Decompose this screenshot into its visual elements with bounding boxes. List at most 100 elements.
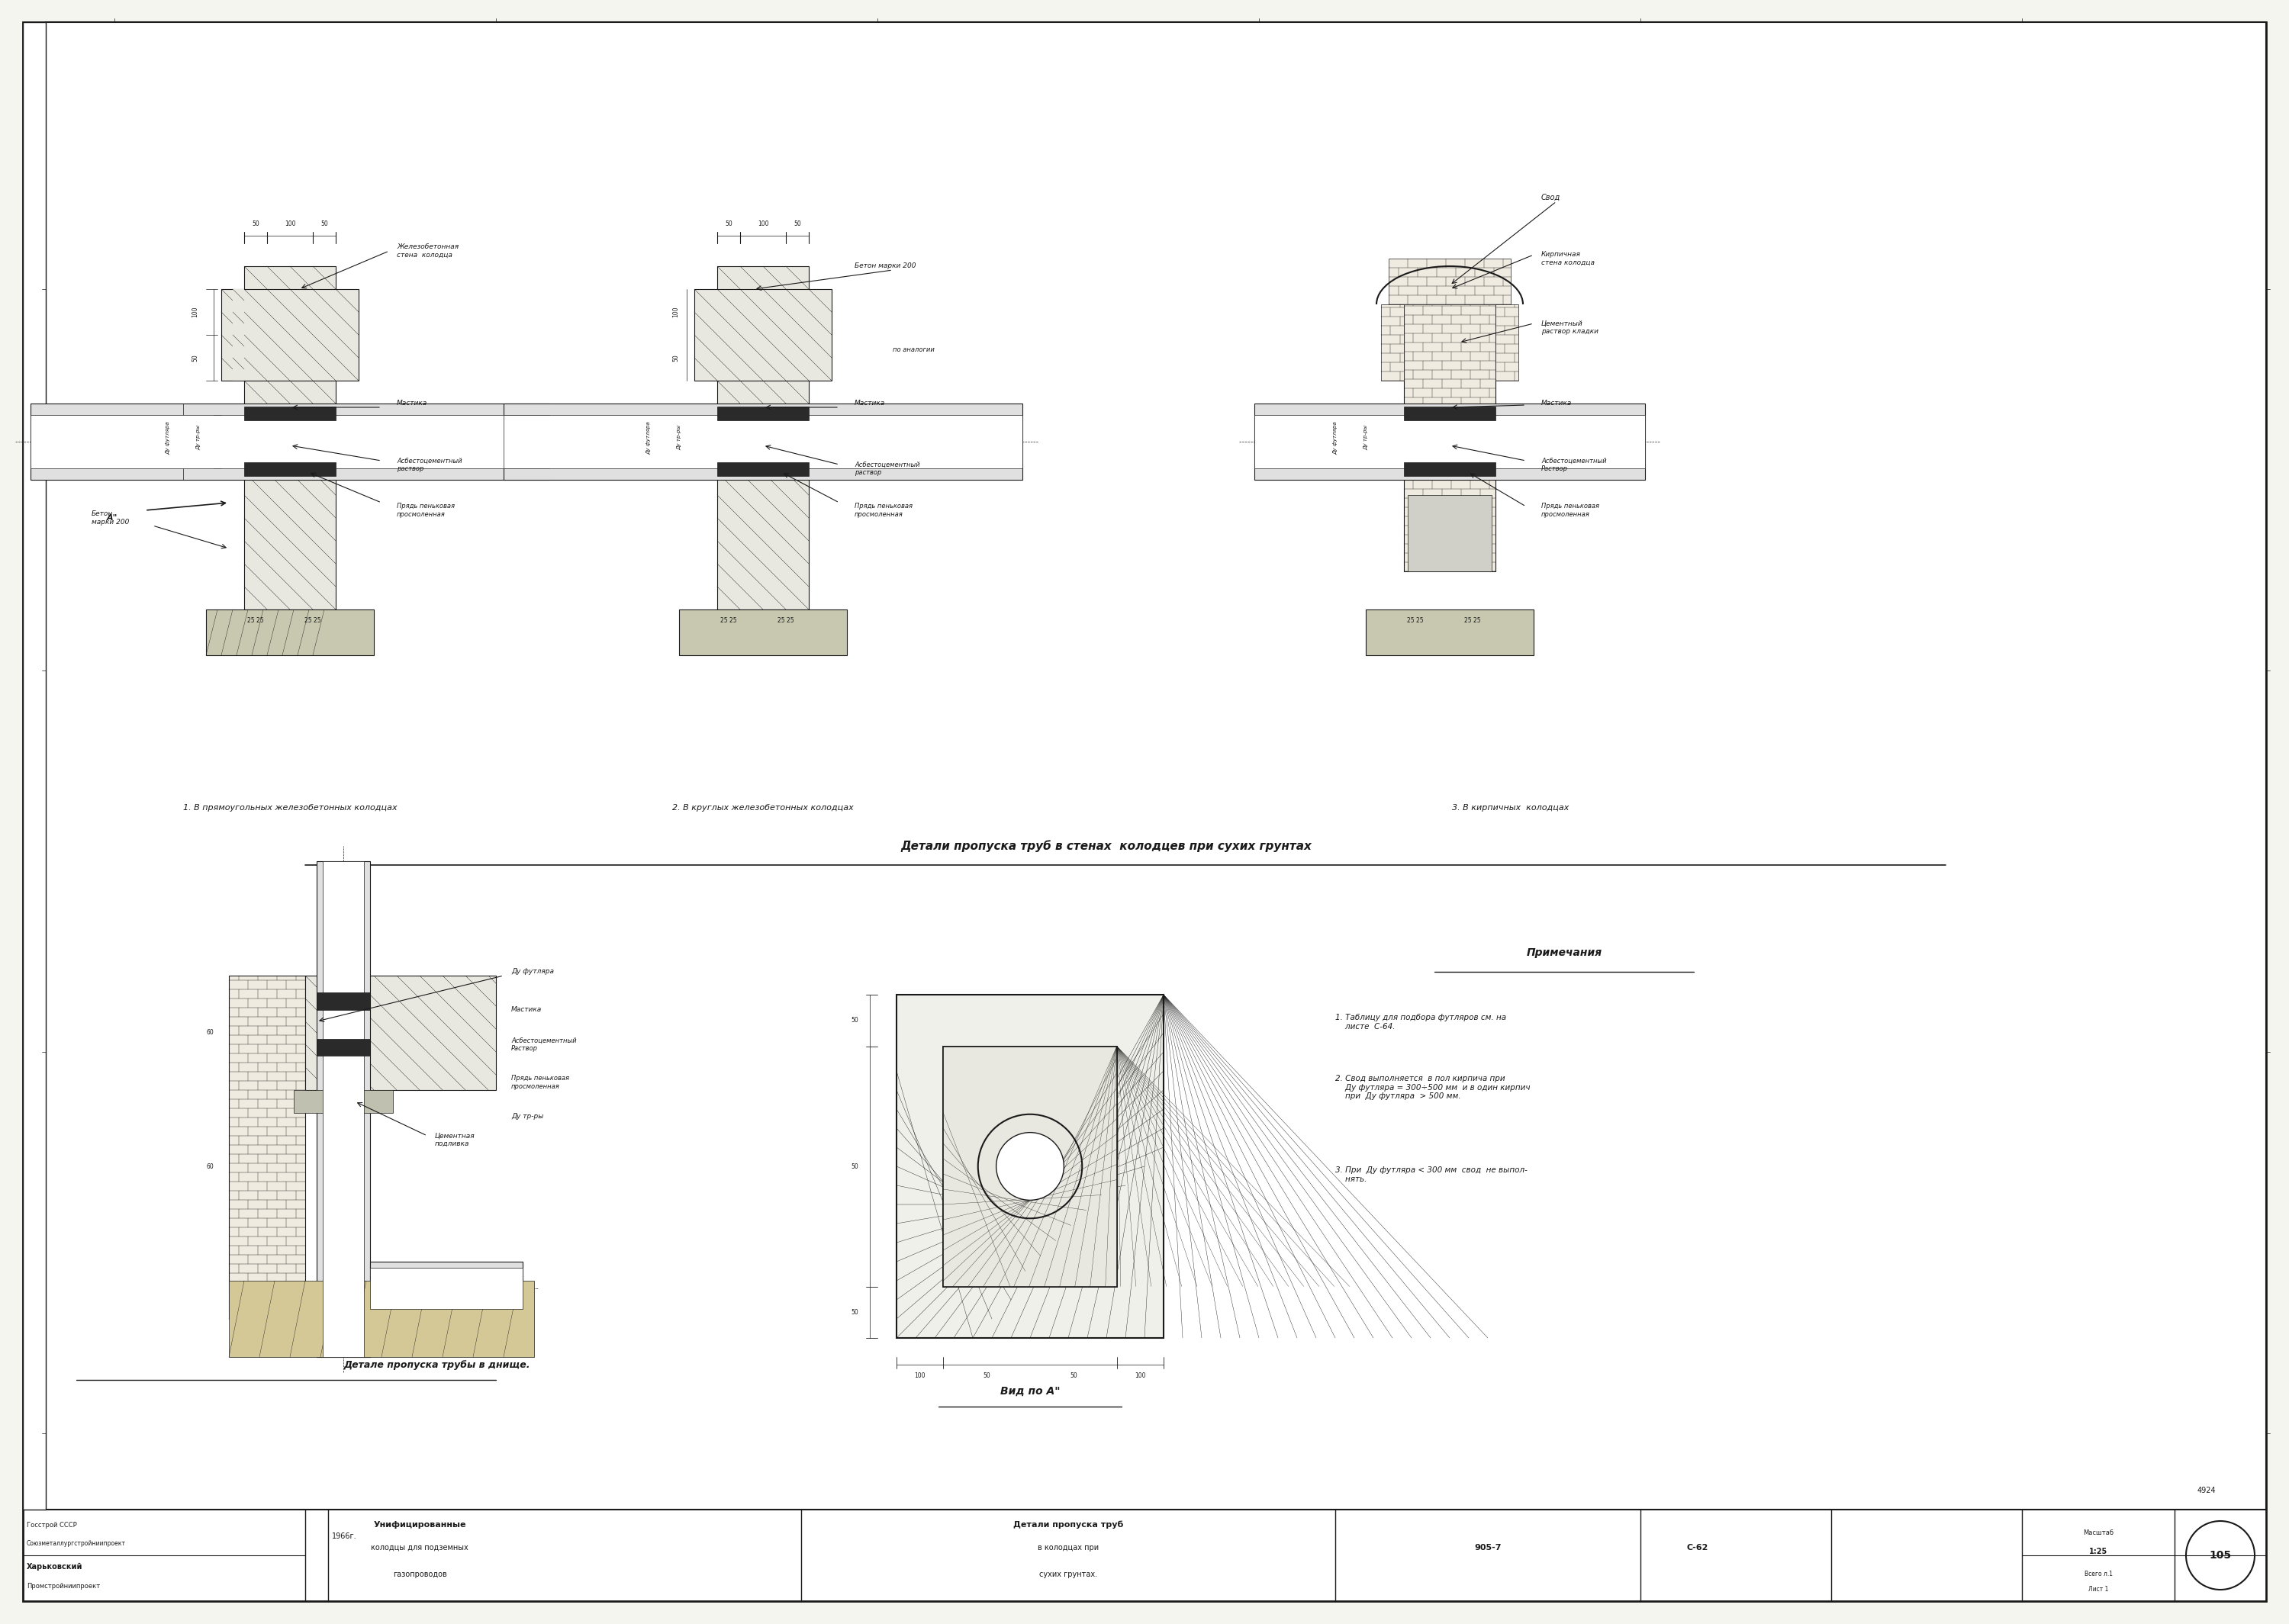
Text: 905-7: 905-7	[1474, 1544, 1502, 1551]
Text: 50: 50	[1069, 1372, 1078, 1379]
Text: 25 25: 25 25	[1465, 617, 1481, 624]
Bar	[323, 861, 364, 1358]
Text: Мастика: Мастика	[1540, 400, 1573, 408]
Bar	[1403, 266, 1495, 572]
Text: Примечания: Примечания	[1527, 947, 1602, 958]
Bar	[23, 23, 46, 1510]
Bar	[1403, 463, 1495, 476]
Text: Асбестоцементный
раствор: Асбестоцементный раствор	[854, 461, 920, 476]
Text: 1. Таблицу для подбора футляров см. на
    листе  С-64.: 1. Таблицу для подбора футляров см. на л…	[1334, 1013, 1506, 1030]
Text: Союзметаллургстройниипроект: Союзметаллургстройниипроект	[27, 1541, 126, 1548]
Circle shape	[996, 1132, 1064, 1200]
Text: 60: 60	[206, 1163, 213, 1169]
Text: А": А"	[108, 515, 117, 521]
Text: Лист 1: Лист 1	[2088, 1587, 2108, 1593]
Text: Мастика: Мастика	[854, 400, 886, 408]
Text: по аналогии: по аналогии	[893, 346, 934, 354]
Text: Ду тр-ры: Ду тр-ры	[510, 1114, 542, 1121]
Bar	[371, 1268, 522, 1309]
Bar	[316, 992, 371, 1010]
Text: Унифицированные: Унифицированные	[373, 1522, 467, 1528]
Bar	[1254, 416, 1646, 468]
Text: в колодцах при: в колодцах при	[1037, 1544, 1099, 1551]
Text: Асбестоцементный
Раствор: Асбестоцементный Раствор	[510, 1036, 577, 1052]
Text: Детали пропуска труб: Детали пропуска труб	[1014, 1520, 1124, 1528]
Text: Госстрой СССР: Госстрой СССР	[27, 1522, 78, 1528]
Bar	[943, 1046, 1117, 1286]
Text: сухих грунтах.: сухих грунтах.	[1039, 1570, 1096, 1579]
Text: Бетон марки 200: Бетон марки 200	[854, 263, 916, 270]
Text: 1966г.: 1966г.	[332, 1533, 357, 1540]
Text: 50: 50	[852, 1309, 858, 1315]
Bar	[716, 408, 808, 421]
Text: 3. В кирпичных  колодцах: 3. В кирпичных колодцах	[1451, 804, 1570, 812]
Text: Мастика: Мастика	[510, 1007, 542, 1013]
Bar	[1380, 304, 1403, 380]
Text: 60: 60	[206, 1030, 213, 1036]
Text: Цементный
раствор кладки: Цементный раствор кладки	[1540, 320, 1598, 335]
Bar	[30, 416, 549, 468]
Text: 25 25: 25 25	[721, 617, 737, 624]
Text: 50: 50	[673, 354, 680, 362]
Text: Мастика: Мастика	[396, 400, 428, 408]
Text: 100: 100	[758, 221, 769, 227]
Text: 25 25: 25 25	[1408, 617, 1424, 624]
Bar	[229, 976, 304, 1319]
Bar	[316, 1039, 371, 1056]
Text: Асбестоцементный
раствор: Асбестоцементный раствор	[396, 456, 462, 473]
Bar	[897, 994, 1163, 1338]
Text: 25 25: 25 25	[304, 617, 320, 624]
Bar	[1495, 304, 1518, 380]
Text: Свод: Свод	[1540, 193, 1561, 201]
Bar	[1408, 495, 1492, 572]
Bar	[293, 1090, 394, 1112]
Text: Вид по А": Вид по А"	[1000, 1385, 1060, 1397]
Bar	[245, 266, 336, 609]
Bar	[504, 403, 1023, 479]
Text: 3. При  Ду футляра < 300 мм  свод  не выпол-
    нять.: 3. При Ду футляра < 300 мм свод не выпол…	[1334, 1166, 1527, 1182]
Text: Детали пропуска труб в стенах  колодцев при сухих грунтах: Детали пропуска труб в стенах колодцев п…	[902, 840, 1312, 853]
Text: Ду тр-ры: Ду тр-ры	[678, 425, 682, 450]
Bar	[245, 408, 336, 421]
Text: Бетон
марки 200: Бетон марки 200	[92, 510, 128, 525]
Bar	[206, 609, 373, 654]
Text: Прядь пеньковая
просмоленная: Прядь пеньковая просмоленная	[396, 503, 456, 518]
Text: 1. В прямоугольных железобетонных колодцах: 1. В прямоугольных железобетонных колодц…	[183, 804, 396, 812]
Bar	[30, 403, 549, 479]
Text: Ду футляра: Ду футляра	[1332, 421, 1337, 455]
Text: 100: 100	[192, 307, 199, 318]
Text: 25 25: 25 25	[247, 617, 263, 624]
Text: Кирпичная
стена колодца: Кирпичная стена колодца	[1540, 252, 1595, 266]
Text: 2. В круглых железобетонных колодцах: 2. В круглых железобетонных колодцах	[673, 804, 854, 812]
Bar	[1254, 403, 1646, 479]
Text: Ду тр-ры: Ду тр-ры	[1364, 425, 1369, 450]
Bar	[943, 1046, 1117, 1286]
Bar	[1403, 408, 1495, 421]
Bar	[680, 609, 847, 654]
Bar	[371, 1262, 522, 1315]
Text: 25 25: 25 25	[778, 617, 794, 624]
Text: Масштаб: Масштаб	[2083, 1530, 2113, 1536]
Text: Прядь пеньковая
просмоленная: Прядь пеньковая просмоленная	[854, 503, 913, 518]
Bar	[222, 289, 359, 380]
Bar	[304, 976, 497, 1090]
Text: 50: 50	[320, 221, 327, 227]
Text: Ду футляра: Ду футляра	[645, 421, 650, 455]
Text: 1:25: 1:25	[2090, 1548, 2108, 1556]
Circle shape	[1012, 1148, 1048, 1184]
Text: Прядь пеньковая
просмоленная: Прядь пеньковая просмоленная	[1540, 503, 1600, 518]
Bar	[245, 463, 336, 476]
Text: Железобетонная
стена  колодца: Железобетонная стена колодца	[396, 244, 458, 258]
Text: Цементная
подливка: Цементная подливка	[435, 1132, 476, 1147]
Text: С-62: С-62	[1687, 1544, 1708, 1551]
Text: газопроводов: газопроводов	[394, 1570, 446, 1579]
Text: 50: 50	[852, 1163, 858, 1169]
Bar	[716, 266, 808, 609]
Text: колодцы для подземных: колодцы для подземных	[371, 1544, 469, 1551]
Text: Промстройниипроект: Промстройниипроект	[27, 1582, 101, 1590]
Text: Харьковский: Харьковский	[27, 1562, 82, 1570]
Text: 100: 100	[673, 307, 680, 318]
Text: Ду футляра: Ду футляра	[510, 968, 554, 976]
Text: 50: 50	[192, 354, 199, 362]
Text: Всего л.1: Всего л.1	[2083, 1570, 2113, 1579]
